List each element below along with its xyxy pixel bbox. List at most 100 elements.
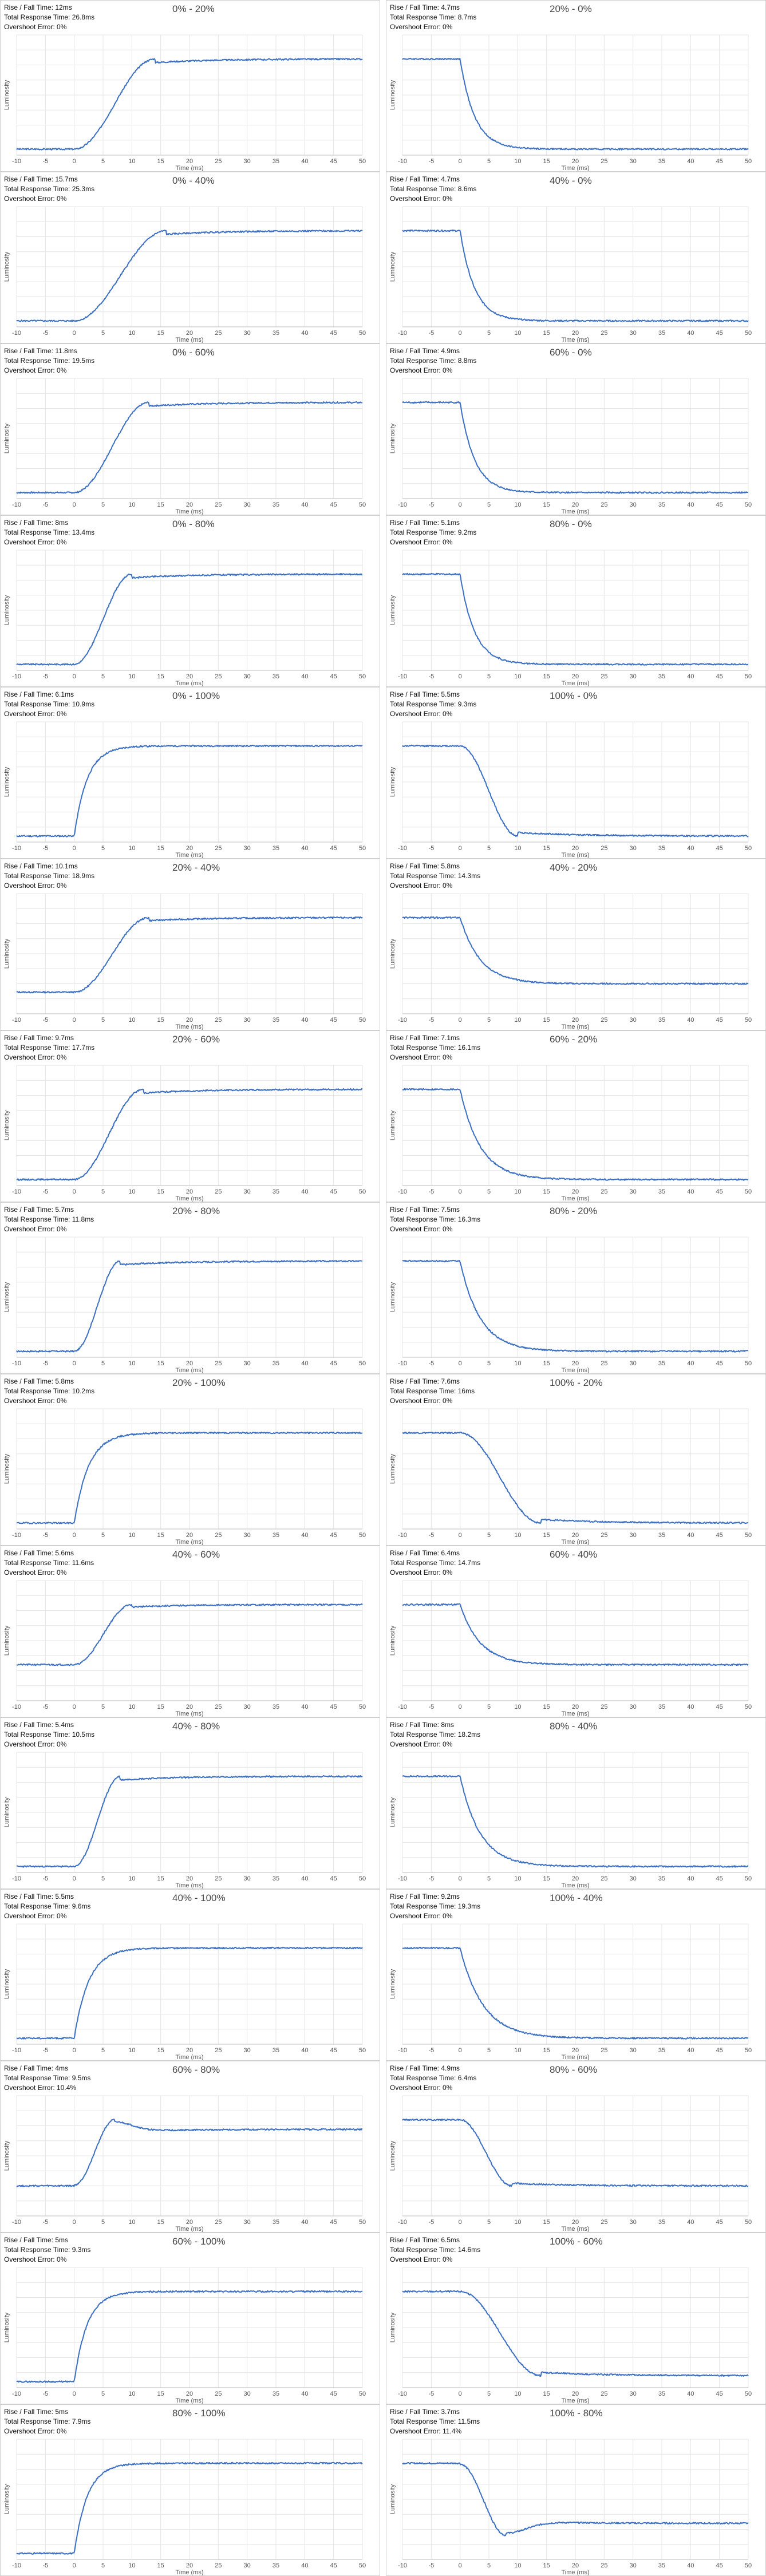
x-tick-label: 20: [186, 2047, 193, 2054]
stat-line: Rise / Fall Time: 6.5ms: [390, 2236, 460, 2244]
x-tick-label: -10: [398, 1532, 407, 1539]
x-tick-label: 25: [215, 501, 222, 508]
stat-line: Total Response Time: 10.5ms: [4, 1730, 95, 1739]
x-tick-label: -5: [42, 2562, 48, 2569]
x-tick-label: -10: [398, 1704, 407, 1710]
chart-panel: Rise / Fall Time: 5.5ms Total Response Ti…: [386, 687, 766, 859]
x-tick-label: 5: [487, 673, 491, 680]
stat-line: Overshoot Error: 0%: [4, 195, 67, 203]
x-tick-label: 30: [630, 2562, 637, 2569]
stat-line: Total Response Time: 14.7ms: [390, 1559, 481, 1567]
x-axis-title: Time (ms): [175, 1882, 203, 1888]
luminosity-series-line: [402, 2118, 749, 2187]
x-tick-label: -5: [42, 2391, 48, 2397]
chart-title: 60% - 40%: [550, 1549, 598, 1560]
stat-line: Rise / Fall Time: 4.9ms: [390, 2064, 460, 2072]
y-axis-title: Luminosity: [389, 2140, 396, 2171]
x-tick-label: 25: [215, 1875, 222, 1882]
luminosity-series-line: [402, 1775, 749, 1868]
x-tick-label: 5: [487, 2219, 491, 2226]
luminosity-series-line: [16, 744, 363, 837]
stat-line: Overshoot Error: 0%: [390, 710, 453, 718]
luminosity-series-line: [16, 1260, 363, 1353]
stat-line: Overshoot Error: 0%: [4, 1568, 67, 1577]
x-tick-label: 0: [459, 1188, 462, 1195]
y-axis-title: Luminosity: [3, 80, 10, 110]
chart-panel: Rise / Fall Time: 5ms Total Response Time…: [0, 2233, 380, 2404]
x-tick-label: 30: [244, 2219, 251, 2226]
stat-line: Total Response Time: 11.8ms: [4, 1215, 94, 1223]
x-tick-label: -5: [42, 673, 48, 680]
x-tick-label: 20: [572, 1875, 579, 1882]
stat-line: Overshoot Error: 0%: [390, 1053, 453, 1061]
stat-line: Total Response Time: 10.2ms: [4, 1387, 95, 1395]
line-chart: -10 -5 0 5 10 15 20 25 30 35 40 45 50 Time (ms) Lumino…: [389, 2267, 752, 2404]
x-tick-label: 35: [658, 1188, 665, 1195]
y-axis-title: Luminosity: [389, 595, 396, 625]
chart-title: 20% - 0%: [550, 3, 592, 14]
x-axis-title: Time (ms): [175, 1367, 203, 1373]
x-tick-label: 45: [716, 1017, 723, 1024]
y-axis-title: Luminosity: [389, 767, 396, 797]
x-tick-label: 35: [658, 1017, 665, 1024]
stat-line: Overshoot Error: 0%: [4, 366, 67, 374]
stats-block: Rise / Fall Time: 4.7ms Total Response Ti…: [390, 175, 476, 204]
chart-title: 40% - 60%: [172, 1549, 220, 1560]
x-tick-label: 10: [514, 2219, 521, 2226]
x-tick-label: 20: [572, 1704, 579, 1710]
y-axis-title: Luminosity: [3, 767, 10, 797]
stat-line: Overshoot Error: 0%: [390, 1740, 453, 1748]
x-tick-label: 0: [459, 1532, 462, 1539]
luminosity-series-line: [402, 401, 748, 494]
x-tick-label: 30: [630, 1188, 637, 1195]
x-tick-label: 35: [658, 2562, 665, 2569]
x-tick-label: 10: [128, 1532, 135, 1539]
chart-panel: Rise / Fall Time: 8ms Total Response Time…: [0, 515, 380, 687]
stat-line: Overshoot Error: 0%: [4, 1053, 67, 1061]
stat-line: Rise / Fall Time: 5.4ms: [4, 1721, 74, 1729]
x-tick-label: 50: [359, 2562, 366, 2569]
x-tick-label: -5: [428, 1532, 434, 1539]
luminosity-series-line: [402, 744, 749, 837]
stat-line: Overshoot Error: 0%: [4, 710, 67, 718]
x-tick-label: -10: [12, 158, 21, 165]
x-axis-title: Time (ms): [561, 1882, 589, 1888]
x-tick-label: 40: [301, 1017, 308, 1024]
luminosity-series-line: [402, 1431, 749, 1524]
x-tick-label: 25: [601, 2047, 607, 2054]
x-tick-label: 40: [301, 1188, 308, 1195]
x-axis-title: Time (ms): [175, 165, 203, 171]
stat-line: Total Response Time: 11.5ms: [390, 2417, 480, 2425]
x-tick-label: 40: [301, 2562, 308, 2569]
x-tick-label: -10: [398, 2219, 407, 2226]
x-tick-label: 0: [73, 1017, 76, 1024]
x-tick-label: 45: [716, 2562, 723, 2569]
x-tick-label: -5: [428, 1017, 434, 1024]
x-tick-label: 5: [101, 1360, 105, 1367]
line-chart: -10 -5 0 5 10 15 20 25 30 35 40 45 50 Time (ms) Lumino…: [3, 2439, 366, 2575]
x-tick-label: 15: [543, 673, 550, 680]
line-chart: -10 -5 0 5 10 15 20 25 30 35 40 45 50 Time (ms) Lumino…: [389, 1408, 752, 1545]
x-tick-label: -5: [42, 158, 48, 165]
x-tick-label: 45: [716, 673, 723, 680]
x-tick-label: 40: [687, 1532, 694, 1539]
chart-panel: Rise / Fall Time: 15.7ms Total Response T…: [0, 172, 380, 343]
x-tick-label: 20: [186, 2562, 193, 2569]
stat-line: Rise / Fall Time: 4.9ms: [390, 347, 460, 355]
stats-block: Rise / Fall Time: 8ms Total Response Time…: [4, 518, 94, 547]
chart-title: 20% - 80%: [172, 1206, 220, 1216]
x-tick-label: 20: [186, 1704, 193, 1710]
x-axis-title: Time (ms): [561, 1710, 589, 1717]
x-tick-label: 15: [543, 845, 550, 852]
x-tick-label: 45: [716, 2391, 723, 2397]
x-tick-label: 10: [514, 1875, 521, 1882]
x-tick-label: 40: [687, 1704, 694, 1710]
x-tick-label: 15: [157, 673, 164, 680]
x-tick-label: 15: [157, 158, 164, 165]
x-tick-label: 35: [273, 330, 279, 337]
chart-panel: Rise / Fall Time: 4.9ms Total Response Ti…: [386, 2061, 766, 2233]
y-axis-title: Luminosity: [389, 1797, 396, 1827]
x-tick-label: 25: [215, 1360, 222, 1367]
x-tick-label: 35: [273, 2047, 279, 2054]
x-tick-label: 40: [687, 501, 694, 508]
